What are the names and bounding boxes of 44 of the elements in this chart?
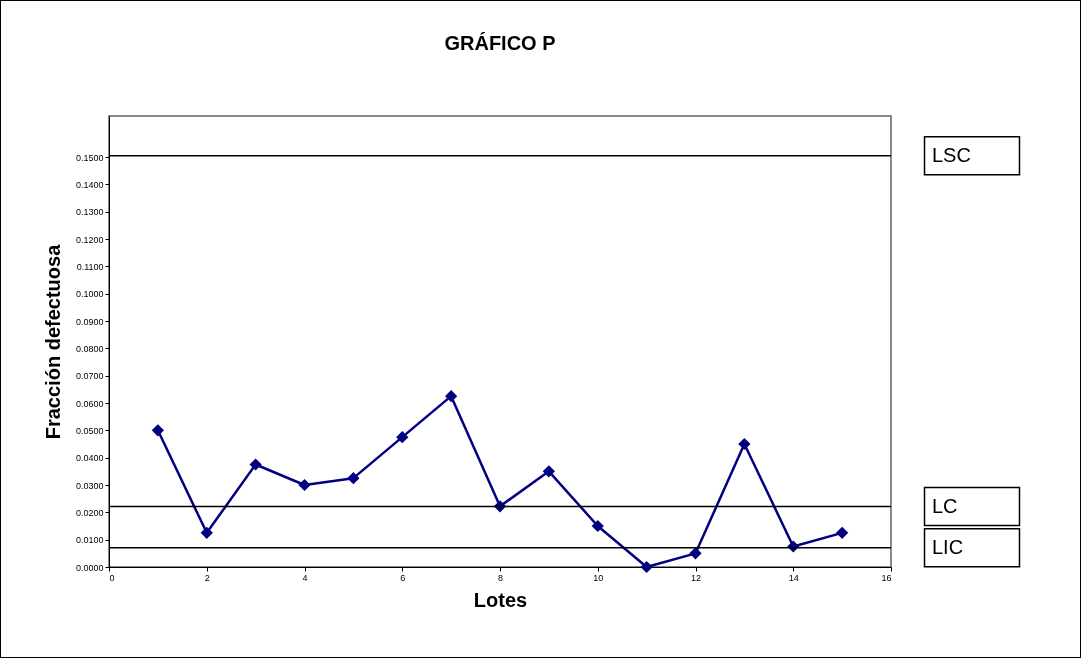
x-tick-label: 6 bbox=[400, 572, 406, 583]
point bbox=[200, 526, 213, 539]
y-axis-title: Fracción defectuosa bbox=[41, 243, 64, 440]
y-tick-label: 0.1400 bbox=[75, 179, 104, 190]
x-tick-label: 10 bbox=[593, 572, 604, 583]
y-tick-label: 0.0200 bbox=[75, 507, 104, 518]
y-tick-label: 0.0700 bbox=[75, 371, 104, 382]
y-tick-label: 0.0400 bbox=[75, 453, 104, 464]
point bbox=[640, 560, 653, 574]
y-tick-label: 0.1200 bbox=[75, 234, 104, 245]
y-tick-label: 0.1300 bbox=[75, 207, 104, 218]
x-tick-label: 4 bbox=[302, 572, 308, 583]
y-tick-label: 0.0300 bbox=[75, 480, 104, 491]
point bbox=[591, 519, 604, 533]
point bbox=[249, 458, 262, 471]
y-tick-label: 0.0000 bbox=[75, 562, 104, 573]
x-tick-label: 14 bbox=[788, 572, 799, 583]
point bbox=[689, 547, 702, 560]
point bbox=[298, 478, 311, 492]
x-tick-label: 12 bbox=[690, 572, 702, 583]
y-tick-label: 0.0100 bbox=[75, 535, 104, 546]
y-tick-label: 0.0800 bbox=[75, 343, 104, 354]
point bbox=[396, 431, 409, 444]
ref-line-label: LIC bbox=[932, 535, 964, 558]
point bbox=[347, 472, 360, 485]
point bbox=[445, 390, 458, 403]
ref-line-label: LSC bbox=[932, 143, 971, 166]
chart-title: GRÁFICO P bbox=[444, 32, 556, 54]
x-tick-label: 2 bbox=[204, 572, 210, 583]
x-tick-label: 16 bbox=[881, 572, 892, 583]
point bbox=[738, 437, 751, 451]
point bbox=[836, 526, 849, 539]
ref-line-label: LC bbox=[932, 494, 958, 517]
point bbox=[151, 424, 164, 437]
y-tick-label: 0.1100 bbox=[76, 261, 104, 272]
x-tick-label: 8 bbox=[497, 572, 504, 583]
y-tick-label: 0.0500 bbox=[75, 425, 104, 436]
x-tick-label: 0 bbox=[109, 572, 115, 583]
y-tick-label: 0.1000 bbox=[75, 289, 104, 300]
y-tick-label: 0.1500 bbox=[75, 152, 104, 163]
x-axis-title: Lotes bbox=[473, 588, 528, 611]
point bbox=[542, 465, 555, 478]
y-tick-label: 0.0600 bbox=[75, 398, 104, 409]
y-tick-label: 0.0900 bbox=[75, 316, 104, 327]
